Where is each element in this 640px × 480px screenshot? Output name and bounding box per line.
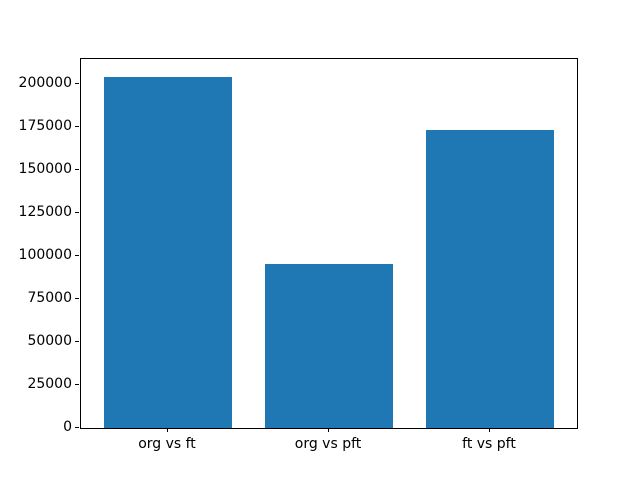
- y-tick-label: 25000: [27, 375, 72, 392]
- x-tick-mark: [489, 428, 490, 432]
- y-tick-mark: [75, 211, 79, 213]
- y-tick-label: 200000: [18, 74, 72, 91]
- x-tick-mark: [328, 428, 329, 432]
- y-tick-label: 100000: [18, 246, 72, 263]
- y-tick-label: 150000: [18, 160, 72, 177]
- bar-ft-vs-pft: [425, 130, 555, 428]
- plot-area: [80, 58, 578, 429]
- y-tick-mark: [75, 82, 79, 84]
- x-tick-label: ft vs pft: [462, 436, 516, 452]
- y-tick-label: 50000: [27, 332, 72, 349]
- y-tick-mark: [75, 427, 79, 428]
- y-tick-label: 0: [63, 419, 72, 435]
- y-tick-label: 75000: [27, 289, 72, 306]
- x-tick-mark: [167, 428, 168, 432]
- y-tick-mark: [75, 383, 79, 385]
- y-tick-mark: [75, 168, 79, 170]
- bar-org-vs-ft: [103, 76, 233, 428]
- y-tick-label: 175000: [18, 117, 72, 134]
- y-tick-mark: [75, 254, 79, 256]
- x-tick-label: org vs pft: [294, 436, 362, 452]
- y-tick-mark: [75, 340, 79, 342]
- y-tick-label: 125000: [18, 203, 72, 220]
- y-tick-mark: [75, 125, 79, 127]
- x-tick-label: org vs ft: [138, 436, 196, 452]
- y-tick-mark: [75, 297, 79, 299]
- bar-org-vs-pft: [264, 264, 394, 428]
